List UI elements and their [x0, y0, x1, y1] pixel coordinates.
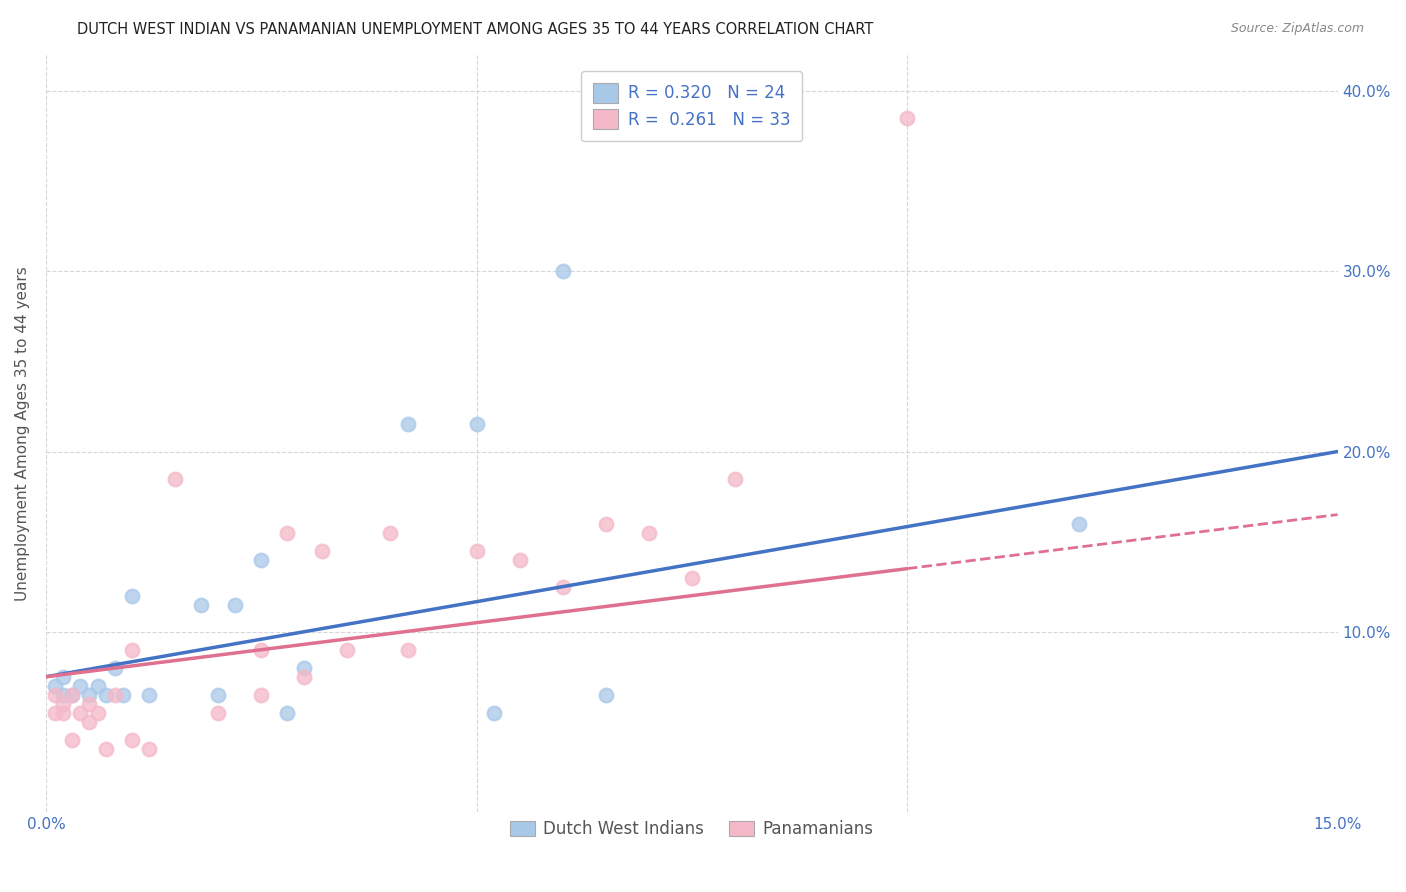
Point	[224, 598, 246, 612]
Text: DUTCH WEST INDIAN VS PANAMANIAN UNEMPLOYMENT AMONG AGES 35 TO 44 YEARS CORRELATI: DUTCH WEST INDIAN VS PANAMANIAN UNEMPLOY…	[77, 22, 873, 37]
Point	[250, 688, 273, 702]
Point	[112, 688, 135, 702]
Point	[52, 706, 75, 720]
Point	[77, 697, 100, 711]
Y-axis label: Unemployment Among Ages 35 to 44 years: Unemployment Among Ages 35 to 44 years	[15, 266, 30, 601]
Point	[396, 642, 419, 657]
Point	[207, 706, 229, 720]
Point	[1069, 516, 1091, 531]
Point	[86, 706, 108, 720]
Point	[96, 688, 118, 702]
Point	[551, 264, 574, 278]
Point	[595, 688, 617, 702]
Point	[276, 525, 298, 540]
Point	[396, 417, 419, 432]
Point	[121, 642, 143, 657]
Point	[52, 670, 75, 684]
Point	[60, 688, 83, 702]
Point	[551, 580, 574, 594]
Point	[44, 688, 66, 702]
Point	[250, 642, 273, 657]
Point	[380, 525, 402, 540]
Point	[121, 732, 143, 747]
Point	[482, 706, 505, 720]
Point	[104, 688, 127, 702]
Point	[77, 714, 100, 729]
Point	[896, 112, 918, 126]
Point	[207, 688, 229, 702]
Point	[250, 552, 273, 566]
Point	[292, 670, 315, 684]
Point	[681, 571, 703, 585]
Point	[465, 417, 488, 432]
Point	[52, 697, 75, 711]
Point	[190, 598, 212, 612]
Point	[165, 471, 187, 485]
Legend: Dutch West Indians, Panamanians: Dutch West Indians, Panamanians	[503, 814, 880, 845]
Point	[86, 679, 108, 693]
Point	[465, 543, 488, 558]
Point	[724, 471, 747, 485]
Point	[138, 741, 160, 756]
Point	[637, 525, 659, 540]
Point	[60, 732, 83, 747]
Point	[44, 679, 66, 693]
Point	[44, 706, 66, 720]
Point	[104, 661, 127, 675]
Point	[96, 741, 118, 756]
Point	[60, 688, 83, 702]
Point	[311, 543, 333, 558]
Point	[138, 688, 160, 702]
Point	[69, 706, 91, 720]
Point	[52, 688, 75, 702]
Point	[77, 688, 100, 702]
Point	[509, 552, 531, 566]
Text: Source: ZipAtlas.com: Source: ZipAtlas.com	[1230, 22, 1364, 36]
Point	[69, 679, 91, 693]
Point	[292, 661, 315, 675]
Point	[595, 516, 617, 531]
Point	[336, 642, 359, 657]
Point	[121, 589, 143, 603]
Point	[276, 706, 298, 720]
